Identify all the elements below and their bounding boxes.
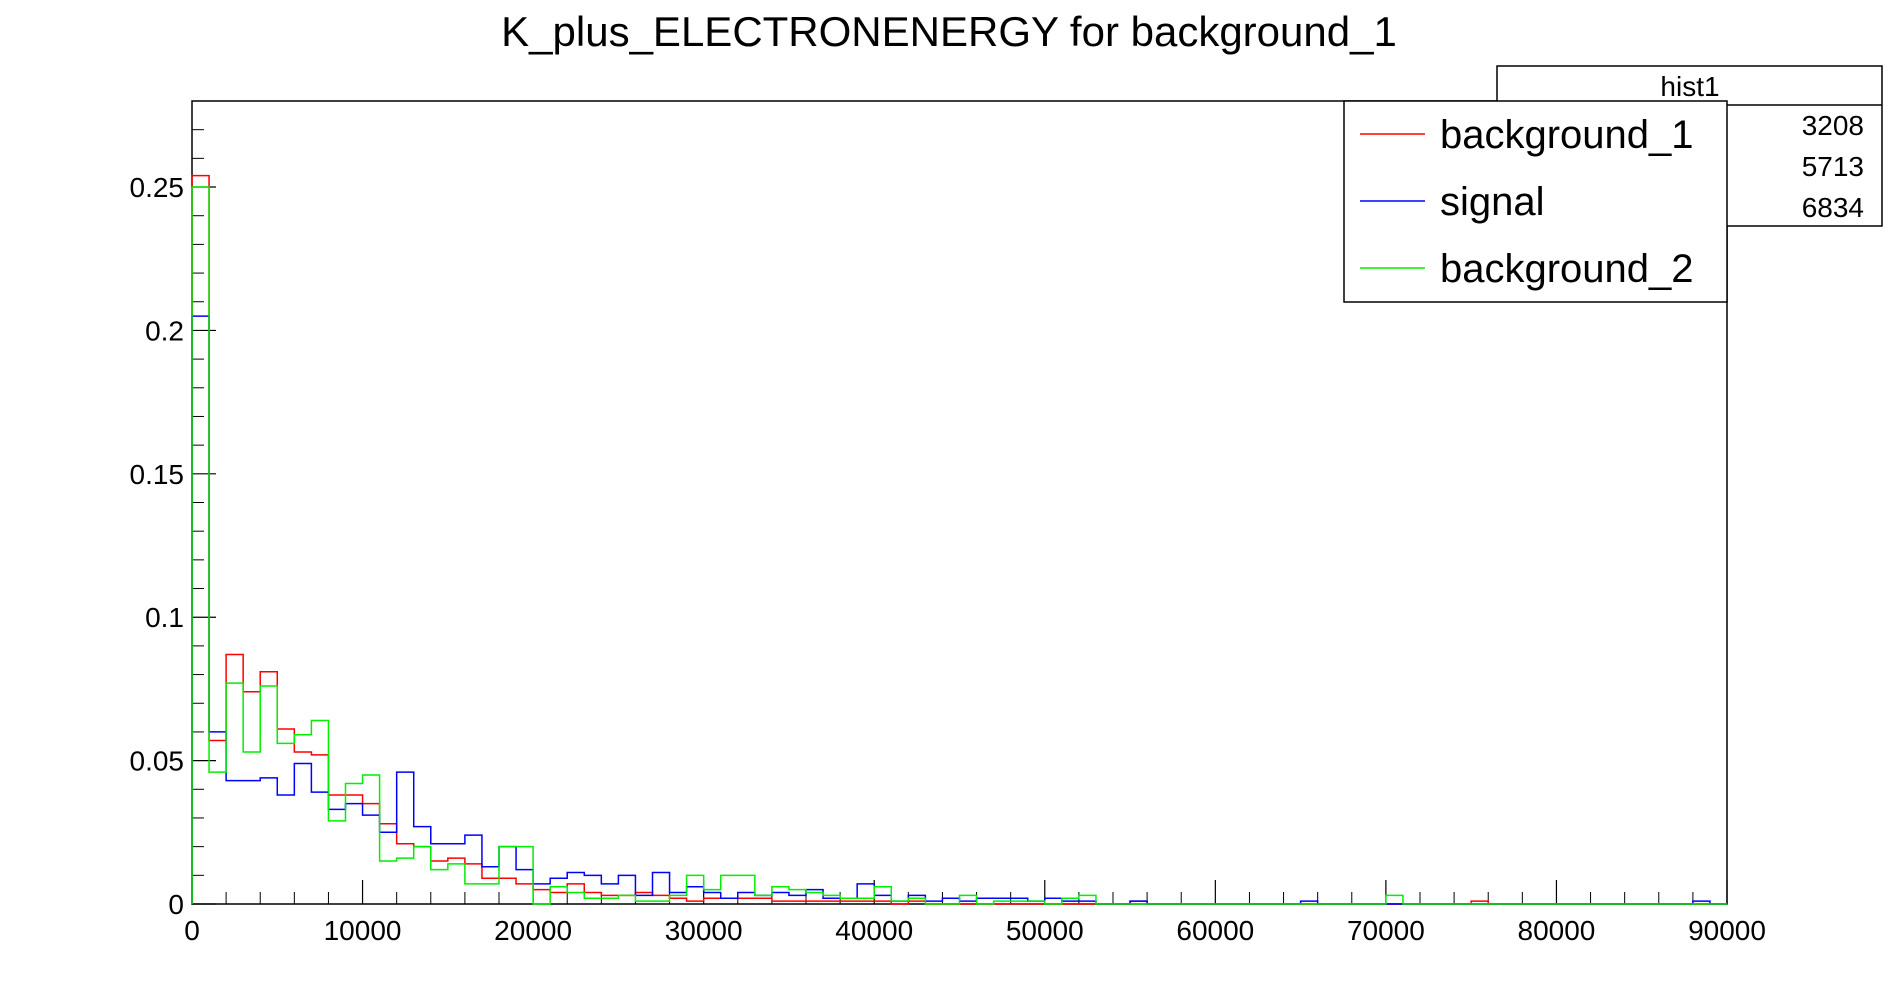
x-tick-label: 10000 bbox=[324, 915, 402, 946]
stats-value-1: 3208 bbox=[1802, 110, 1864, 141]
x-tick-label: 60000 bbox=[1176, 915, 1254, 946]
stats-title: hist1 bbox=[1660, 71, 1719, 102]
y-tick-label: 0.25 bbox=[130, 172, 185, 203]
x-tick-label: 40000 bbox=[835, 915, 913, 946]
x-tick-label: 80000 bbox=[1518, 915, 1596, 946]
x-tick-label: 50000 bbox=[1006, 915, 1084, 946]
legend-label-signal: signal bbox=[1440, 180, 1545, 224]
y-tick-label: 0.15 bbox=[130, 459, 185, 490]
stats-value-3: 6834 bbox=[1802, 192, 1864, 223]
legend: background_1 signal background_2 bbox=[1343, 100, 1728, 303]
y-axis bbox=[192, 100, 216, 905]
y-tick-label: 0.1 bbox=[145, 602, 184, 633]
chart-title: K_plus_ELECTRONENERGY for background_1 bbox=[501, 8, 1397, 55]
legend-label-background_2: background_2 bbox=[1440, 247, 1694, 291]
y-tick-label: 0 bbox=[168, 889, 184, 920]
x-tick-label: 70000 bbox=[1347, 915, 1425, 946]
x-tick-label: 0 bbox=[184, 915, 200, 946]
x-tick-label: 30000 bbox=[665, 915, 743, 946]
legend-label-background_1: background_1 bbox=[1440, 113, 1694, 157]
stats-value-2: 5713 bbox=[1802, 151, 1864, 182]
x-tick-label: 20000 bbox=[494, 915, 572, 946]
series-signal bbox=[191, 315, 1727, 905]
x-tick-label: 90000 bbox=[1688, 915, 1766, 946]
y-tick-label: 0.2 bbox=[145, 315, 184, 346]
x-tick-labels: 0 10000 20000 30000 40000 50000 60000 70000 8000… bbox=[184, 915, 1766, 946]
series-background_2 bbox=[191, 186, 1727, 905]
histogram-series bbox=[191, 174, 1727, 905]
y-tick-label: 0.05 bbox=[130, 746, 185, 777]
y-tick-labels: 0 0.05 0.1 0.15 0.2 0.25 bbox=[130, 172, 185, 920]
